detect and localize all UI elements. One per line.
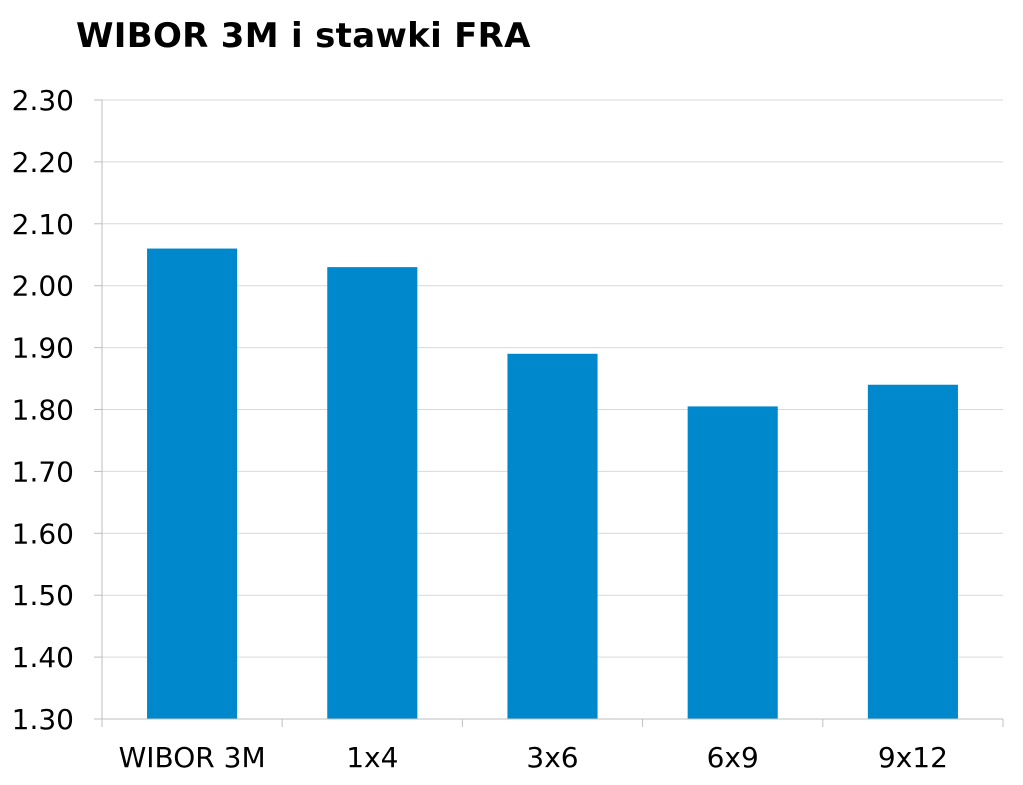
y-tick-label: 1.40 [12,641,74,674]
y-axis-tick-labels: 1.30 1.40 1.50 1.60 1.70 1.80 1.90 2.00 2.10 2.20… [12,84,74,736]
bar [687,406,778,719]
x-tick-label: 1x4 [346,741,398,774]
y-tick-label: 1.60 [12,517,74,550]
bar [147,248,238,719]
y-tick-label: 1.70 [12,455,74,488]
y-tick-label: 1.90 [12,332,74,365]
y-tick-label: 1.30 [12,703,74,736]
chart-title: WIBOR 3M i stawki FRA [76,16,531,56]
y-tick-label: 2.20 [12,146,74,179]
bar [507,353,598,719]
y-tick-label: 2.10 [12,208,74,241]
bar [327,267,418,719]
x-tick-label: 3x6 [526,741,578,774]
x-tick-label: 9x12 [878,741,948,774]
axes [94,99,1004,727]
x-tick-label: 6x9 [707,741,759,774]
bar [867,384,958,719]
y-tick-label: 1.50 [12,579,74,612]
x-axis-tick-labels: WIBOR 3M 1x4 3x6 6x9 9x12 [119,741,948,774]
x-tick-label: WIBOR 3M [119,741,266,774]
bars [147,248,958,719]
y-tick-label: 2.30 [12,84,74,117]
y-tick-label: 1.80 [12,394,74,427]
y-tick-label: 2.00 [12,270,74,303]
